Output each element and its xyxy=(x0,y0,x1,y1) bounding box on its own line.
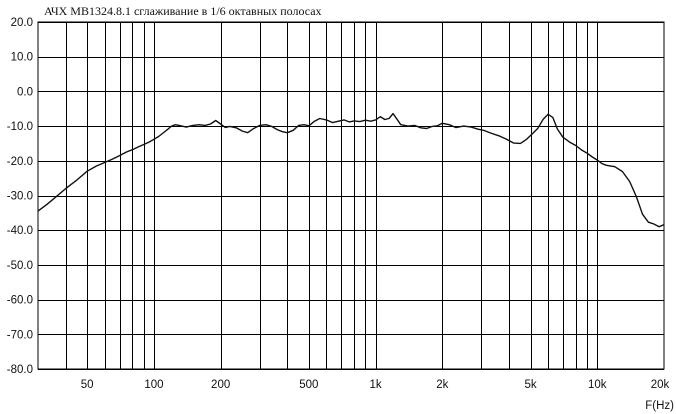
x-axis-ticks: 50 100 200 500 1k 2k 5k 10k 20k xyxy=(81,379,670,391)
y-tick-label: -30.0 xyxy=(7,191,33,203)
y-tick-label: -60.0 xyxy=(7,295,33,307)
series-line xyxy=(37,112,665,228)
y-tick-label: -10.0 xyxy=(7,121,33,133)
x-tick-label: 50 xyxy=(81,379,94,391)
x-tick-label: 5k xyxy=(524,379,536,391)
x-tick-label: 2k xyxy=(436,379,448,391)
x-tick-label: 10k xyxy=(588,379,607,391)
x-tick-label: 1k xyxy=(370,379,382,391)
y-tick-label: -50.0 xyxy=(7,260,33,272)
x-tick-label: 20k xyxy=(651,379,670,391)
plot-frame xyxy=(37,21,665,370)
y-tick-label: -40.0 xyxy=(7,225,33,237)
y-tick-label: 20.0 xyxy=(11,17,33,29)
y-tick-label: 10.0 xyxy=(11,52,33,64)
y-axis-ticks: 20.0 10.0 0.0 -10.0 -20.0 -30.0 -40.0 -50.0 -60.… xyxy=(7,17,33,376)
x-tick-label: 100 xyxy=(144,379,163,391)
series-layer xyxy=(37,112,665,228)
y-tick-label: 0.0 xyxy=(17,86,33,98)
chart-title: АЧХ MB1324.8.1 сглаживание в 1/6 октавны… xyxy=(44,4,322,18)
grid xyxy=(38,22,664,370)
x-tick-label: 200 xyxy=(211,379,230,391)
y-tick-label: -20.0 xyxy=(7,156,33,168)
x-axis-label: F(Hz) xyxy=(645,400,674,412)
y-tick-label: -80.0 xyxy=(7,364,33,376)
y-tick-label: -70.0 xyxy=(7,329,33,341)
x-tick-label: 500 xyxy=(299,379,318,391)
